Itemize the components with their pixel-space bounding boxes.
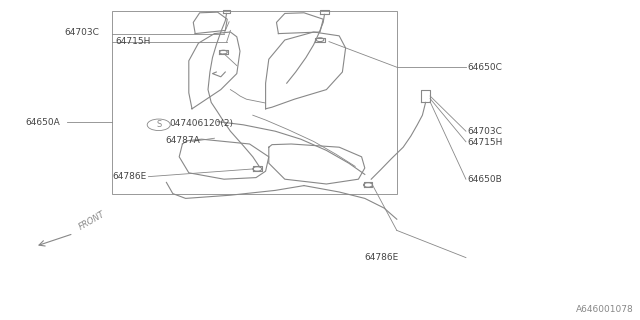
Text: 047406120(2): 047406120(2) — [170, 119, 234, 128]
Text: 64703C: 64703C — [467, 127, 502, 136]
Text: 64650C: 64650C — [467, 63, 502, 72]
Text: S: S — [156, 120, 161, 129]
Text: 64715H: 64715H — [115, 37, 150, 46]
Text: FRONT: FRONT — [77, 210, 106, 232]
Text: 64650B: 64650B — [467, 175, 502, 184]
Text: 64715H: 64715H — [467, 138, 502, 147]
Text: 64650A: 64650A — [26, 118, 60, 127]
Bar — [112, 11, 397, 194]
Text: 64786E: 64786E — [112, 172, 147, 181]
Text: 64703C: 64703C — [64, 28, 99, 37]
Text: 64787A: 64787A — [165, 136, 200, 145]
Text: 64786E: 64786E — [365, 253, 399, 262]
Text: A646001078: A646001078 — [576, 305, 634, 314]
